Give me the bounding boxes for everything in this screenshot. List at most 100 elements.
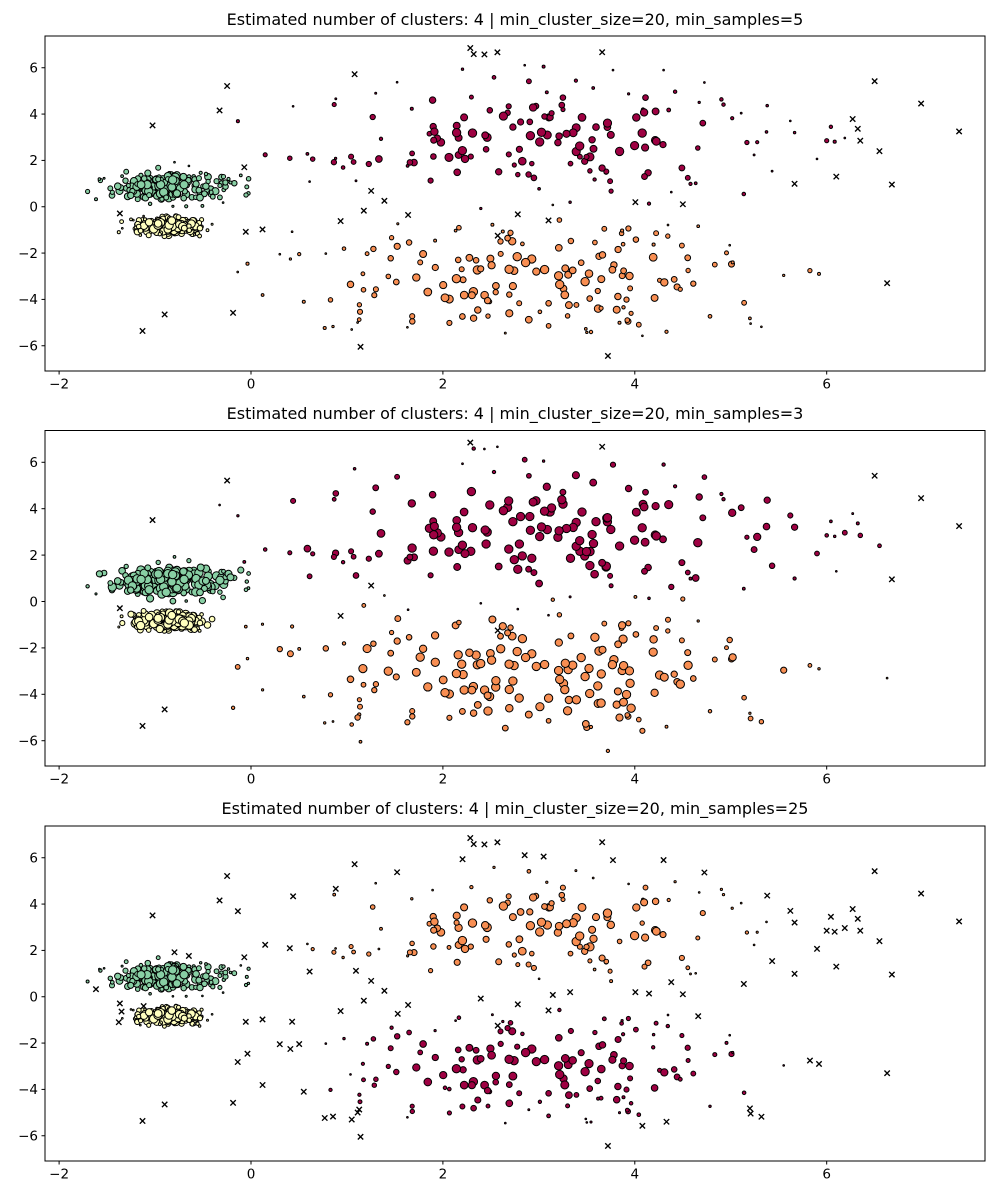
noise-point (876, 937, 883, 945)
data-point (459, 290, 469, 300)
data-point (428, 490, 437, 499)
data-point (520, 1047, 531, 1058)
data-point (792, 130, 797, 135)
data-point (208, 615, 216, 623)
data-point (140, 607, 147, 614)
data-point (744, 139, 750, 146)
data-point (123, 168, 130, 175)
data-point (673, 880, 677, 884)
data-point (350, 328, 354, 331)
data-point (741, 191, 747, 197)
data-point (145, 627, 152, 633)
noise-point (871, 77, 878, 85)
data-point (625, 1061, 634, 1071)
data-point (287, 155, 293, 161)
data-point (557, 1007, 562, 1013)
x-tick-label: 0 (247, 1167, 256, 1183)
data-point (209, 588, 216, 595)
data-point (244, 184, 250, 190)
data-point (430, 127, 439, 136)
data-point (487, 1050, 496, 1060)
noise-point (287, 1045, 294, 1053)
noise-point (514, 211, 521, 218)
noise-point (337, 217, 344, 225)
data-point (392, 673, 400, 681)
data-point (647, 596, 651, 601)
data-point (515, 935, 524, 944)
noise-point (140, 1002, 147, 1010)
data-point (536, 127, 547, 137)
data-point (651, 501, 660, 511)
data-point (226, 967, 231, 971)
data-point (179, 172, 188, 181)
data-point (684, 254, 692, 262)
data-point (136, 1013, 142, 1020)
data-point (348, 153, 355, 160)
data-point (648, 647, 658, 657)
data-point (127, 191, 135, 200)
data-point (467, 918, 478, 928)
data-point (639, 727, 646, 734)
data-point (525, 511, 535, 522)
data-point (554, 526, 564, 536)
data-point (469, 709, 478, 717)
data-point (180, 984, 187, 992)
data-point (516, 1090, 523, 1097)
data-point (168, 569, 178, 580)
data-point (524, 315, 533, 324)
data-point (492, 1078, 500, 1086)
data-point (575, 536, 585, 546)
data-point (641, 173, 648, 181)
data-point (453, 228, 458, 233)
data-point (505, 151, 512, 158)
data-point (322, 325, 327, 331)
data-point (678, 954, 685, 961)
data-point (721, 892, 726, 897)
data-point (583, 153, 590, 160)
data-point (556, 217, 563, 223)
data-point (730, 116, 735, 121)
data-point (356, 317, 362, 322)
data-point (515, 145, 523, 153)
data-point (94, 197, 98, 202)
data-point (201, 980, 208, 988)
data-point (387, 649, 395, 657)
data-point (144, 169, 152, 177)
data-point (737, 504, 745, 512)
data-point (127, 610, 135, 618)
data-point (204, 962, 208, 966)
data-point (817, 667, 821, 671)
data-point (406, 608, 410, 612)
data-point (127, 981, 135, 989)
data-point (567, 950, 574, 957)
data-point (635, 321, 642, 328)
data-point (116, 230, 121, 235)
data-point (728, 243, 732, 247)
data-point (642, 94, 649, 101)
data-point (661, 462, 666, 467)
noise-point (360, 207, 368, 214)
data-point (486, 655, 497, 665)
data-point (175, 609, 182, 615)
data-point (472, 256, 480, 264)
data-point (334, 947, 337, 950)
data-point (755, 930, 759, 934)
data-point (507, 229, 514, 236)
x-tick-label: 4 (630, 1167, 639, 1183)
noise-point (354, 1109, 361, 1116)
data-point (651, 1045, 656, 1050)
data-point (503, 1121, 507, 1125)
data-point (372, 681, 380, 688)
data-point (577, 902, 587, 912)
data-point (201, 576, 210, 585)
data-point (231, 970, 238, 977)
data-point (620, 228, 625, 233)
data-point (330, 553, 337, 560)
data-point (620, 267, 628, 275)
data-point (117, 625, 121, 629)
data-point (451, 668, 462, 679)
noise-point (300, 1088, 307, 1095)
data-point (589, 934, 598, 943)
data-point (517, 551, 527, 561)
data-point (360, 681, 367, 688)
